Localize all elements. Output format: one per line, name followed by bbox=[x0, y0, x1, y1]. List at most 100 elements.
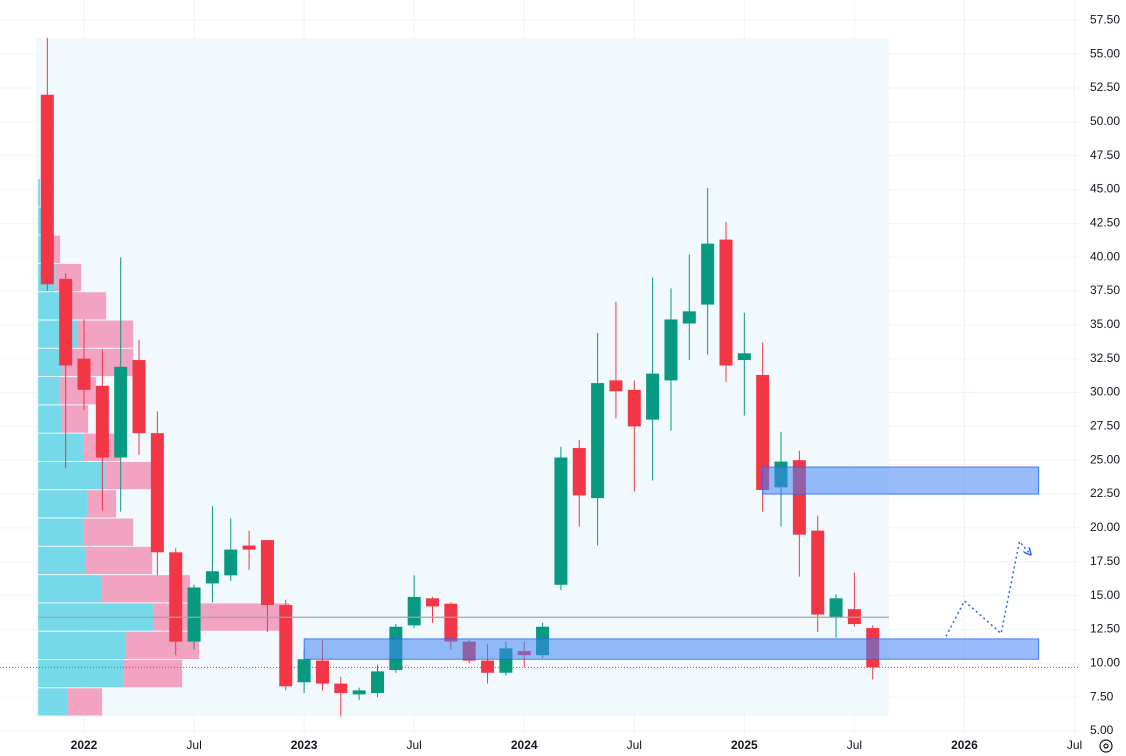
volume-down bbox=[105, 461, 153, 490]
candle-body bbox=[315, 660, 329, 684]
zone bbox=[762, 466, 1040, 495]
plot-area bbox=[0, 37, 1080, 717]
candle-body bbox=[95, 385, 109, 458]
candle-body bbox=[572, 448, 586, 496]
volume-up bbox=[38, 405, 63, 433]
candle-body bbox=[609, 380, 623, 392]
volume-up bbox=[38, 518, 84, 546]
candle-body bbox=[334, 683, 348, 694]
candle-body bbox=[554, 457, 568, 585]
y-tick-label: 30.00 bbox=[1090, 385, 1120, 399]
y-tick-label: 40.00 bbox=[1090, 249, 1120, 263]
volume-down bbox=[77, 320, 134, 348]
candle-body bbox=[40, 94, 54, 285]
volume-up bbox=[38, 348, 63, 377]
candle-body bbox=[77, 358, 91, 390]
y-tick-label: 20.00 bbox=[1090, 520, 1120, 534]
y-tick-label: 27.50 bbox=[1090, 419, 1120, 433]
candle-body bbox=[407, 596, 421, 626]
candle-body bbox=[444, 603, 458, 642]
candle-body bbox=[481, 660, 495, 673]
y-tick-label: 35.00 bbox=[1090, 317, 1120, 331]
volume-up bbox=[38, 631, 127, 659]
candle-body bbox=[187, 587, 201, 642]
candle-body bbox=[279, 605, 293, 687]
y-tick-label: 15.00 bbox=[1090, 588, 1120, 602]
x-tick-label: Jul bbox=[627, 738, 642, 752]
x-tick-label: 2022 bbox=[71, 738, 98, 752]
volume-down bbox=[126, 631, 200, 659]
x-tick-label: 2026 bbox=[951, 738, 978, 752]
y-tick-label: 37.50 bbox=[1090, 283, 1120, 297]
volume-up bbox=[38, 179, 41, 207]
x-tick-label: Jul bbox=[847, 738, 862, 752]
candle-body bbox=[150, 433, 164, 553]
y-tick-label: 22.50 bbox=[1090, 486, 1120, 500]
volume-down bbox=[85, 546, 153, 575]
candle-body bbox=[719, 239, 733, 366]
volume-up bbox=[38, 575, 102, 603]
x-tick-label: 2023 bbox=[291, 738, 318, 752]
candle-body bbox=[756, 374, 770, 491]
y-tick-label: 42.50 bbox=[1090, 216, 1120, 230]
y-tick-label: 57.50 bbox=[1090, 12, 1120, 26]
candle-body bbox=[829, 598, 843, 618]
candle-body bbox=[811, 530, 825, 615]
volume-up bbox=[38, 659, 124, 688]
volume-up bbox=[38, 207, 43, 235]
candle-body bbox=[169, 552, 183, 642]
y-tick-label: 5.00 bbox=[1090, 723, 1114, 737]
settings-icon[interactable] bbox=[1099, 739, 1113, 753]
x-tick-label: 2025 bbox=[731, 738, 758, 752]
y-tick-label: 52.50 bbox=[1090, 80, 1120, 94]
y-tick-label: 32.50 bbox=[1090, 351, 1120, 365]
y-tick-label: 17.50 bbox=[1090, 554, 1120, 568]
y-tick-label: 50.00 bbox=[1090, 114, 1120, 128]
y-tick-label: 25.00 bbox=[1090, 452, 1120, 466]
x-tick-label: Jul bbox=[1067, 738, 1082, 752]
volume-up bbox=[38, 292, 61, 320]
candle-body bbox=[426, 598, 440, 607]
y-tick-label: 45.00 bbox=[1090, 182, 1120, 196]
candle-body bbox=[664, 319, 678, 381]
candle-body bbox=[646, 373, 660, 420]
y-tick-label: 12.50 bbox=[1090, 622, 1120, 636]
candle-body bbox=[132, 360, 146, 434]
volume-up bbox=[38, 546, 86, 575]
x-tick-label: Jul bbox=[406, 738, 421, 752]
zone bbox=[303, 638, 1040, 660]
y-tick-label: 10.00 bbox=[1090, 655, 1120, 669]
candle-body bbox=[627, 389, 641, 427]
candle-body bbox=[737, 353, 751, 361]
x-tick-label: 2024 bbox=[511, 738, 538, 752]
candle-body bbox=[352, 690, 366, 695]
volume-down bbox=[87, 490, 117, 518]
candle-body bbox=[59, 278, 73, 366]
volume-up bbox=[38, 377, 61, 405]
projection bbox=[945, 539, 1029, 637]
volume-up bbox=[38, 688, 68, 716]
candle-body bbox=[847, 609, 861, 625]
candle-body bbox=[701, 243, 715, 305]
volume-down bbox=[83, 518, 134, 546]
volume-up bbox=[38, 490, 88, 518]
candle-body bbox=[114, 366, 128, 458]
volume-down bbox=[123, 659, 183, 688]
candle-body bbox=[297, 659, 311, 683]
volume-up bbox=[38, 461, 106, 490]
candle-body bbox=[224, 549, 238, 576]
x-tick-label: Jul bbox=[186, 738, 201, 752]
candle-body bbox=[260, 540, 274, 606]
axes: 5.00 7.50 10.00 12.50 15.00 17.50 20.00 22.50 25… bbox=[71, 12, 1121, 752]
y-tick-label: 55.00 bbox=[1090, 46, 1120, 60]
candle-body bbox=[205, 571, 219, 584]
y-tick-label: 47.50 bbox=[1090, 148, 1120, 162]
volume-down bbox=[67, 688, 103, 716]
candle-body bbox=[370, 671, 384, 694]
candle-body bbox=[591, 383, 605, 499]
y-tick-label: 7.50 bbox=[1090, 689, 1114, 703]
candle-body bbox=[682, 311, 696, 324]
candle-body bbox=[242, 545, 256, 550]
volume-up bbox=[38, 433, 84, 461]
